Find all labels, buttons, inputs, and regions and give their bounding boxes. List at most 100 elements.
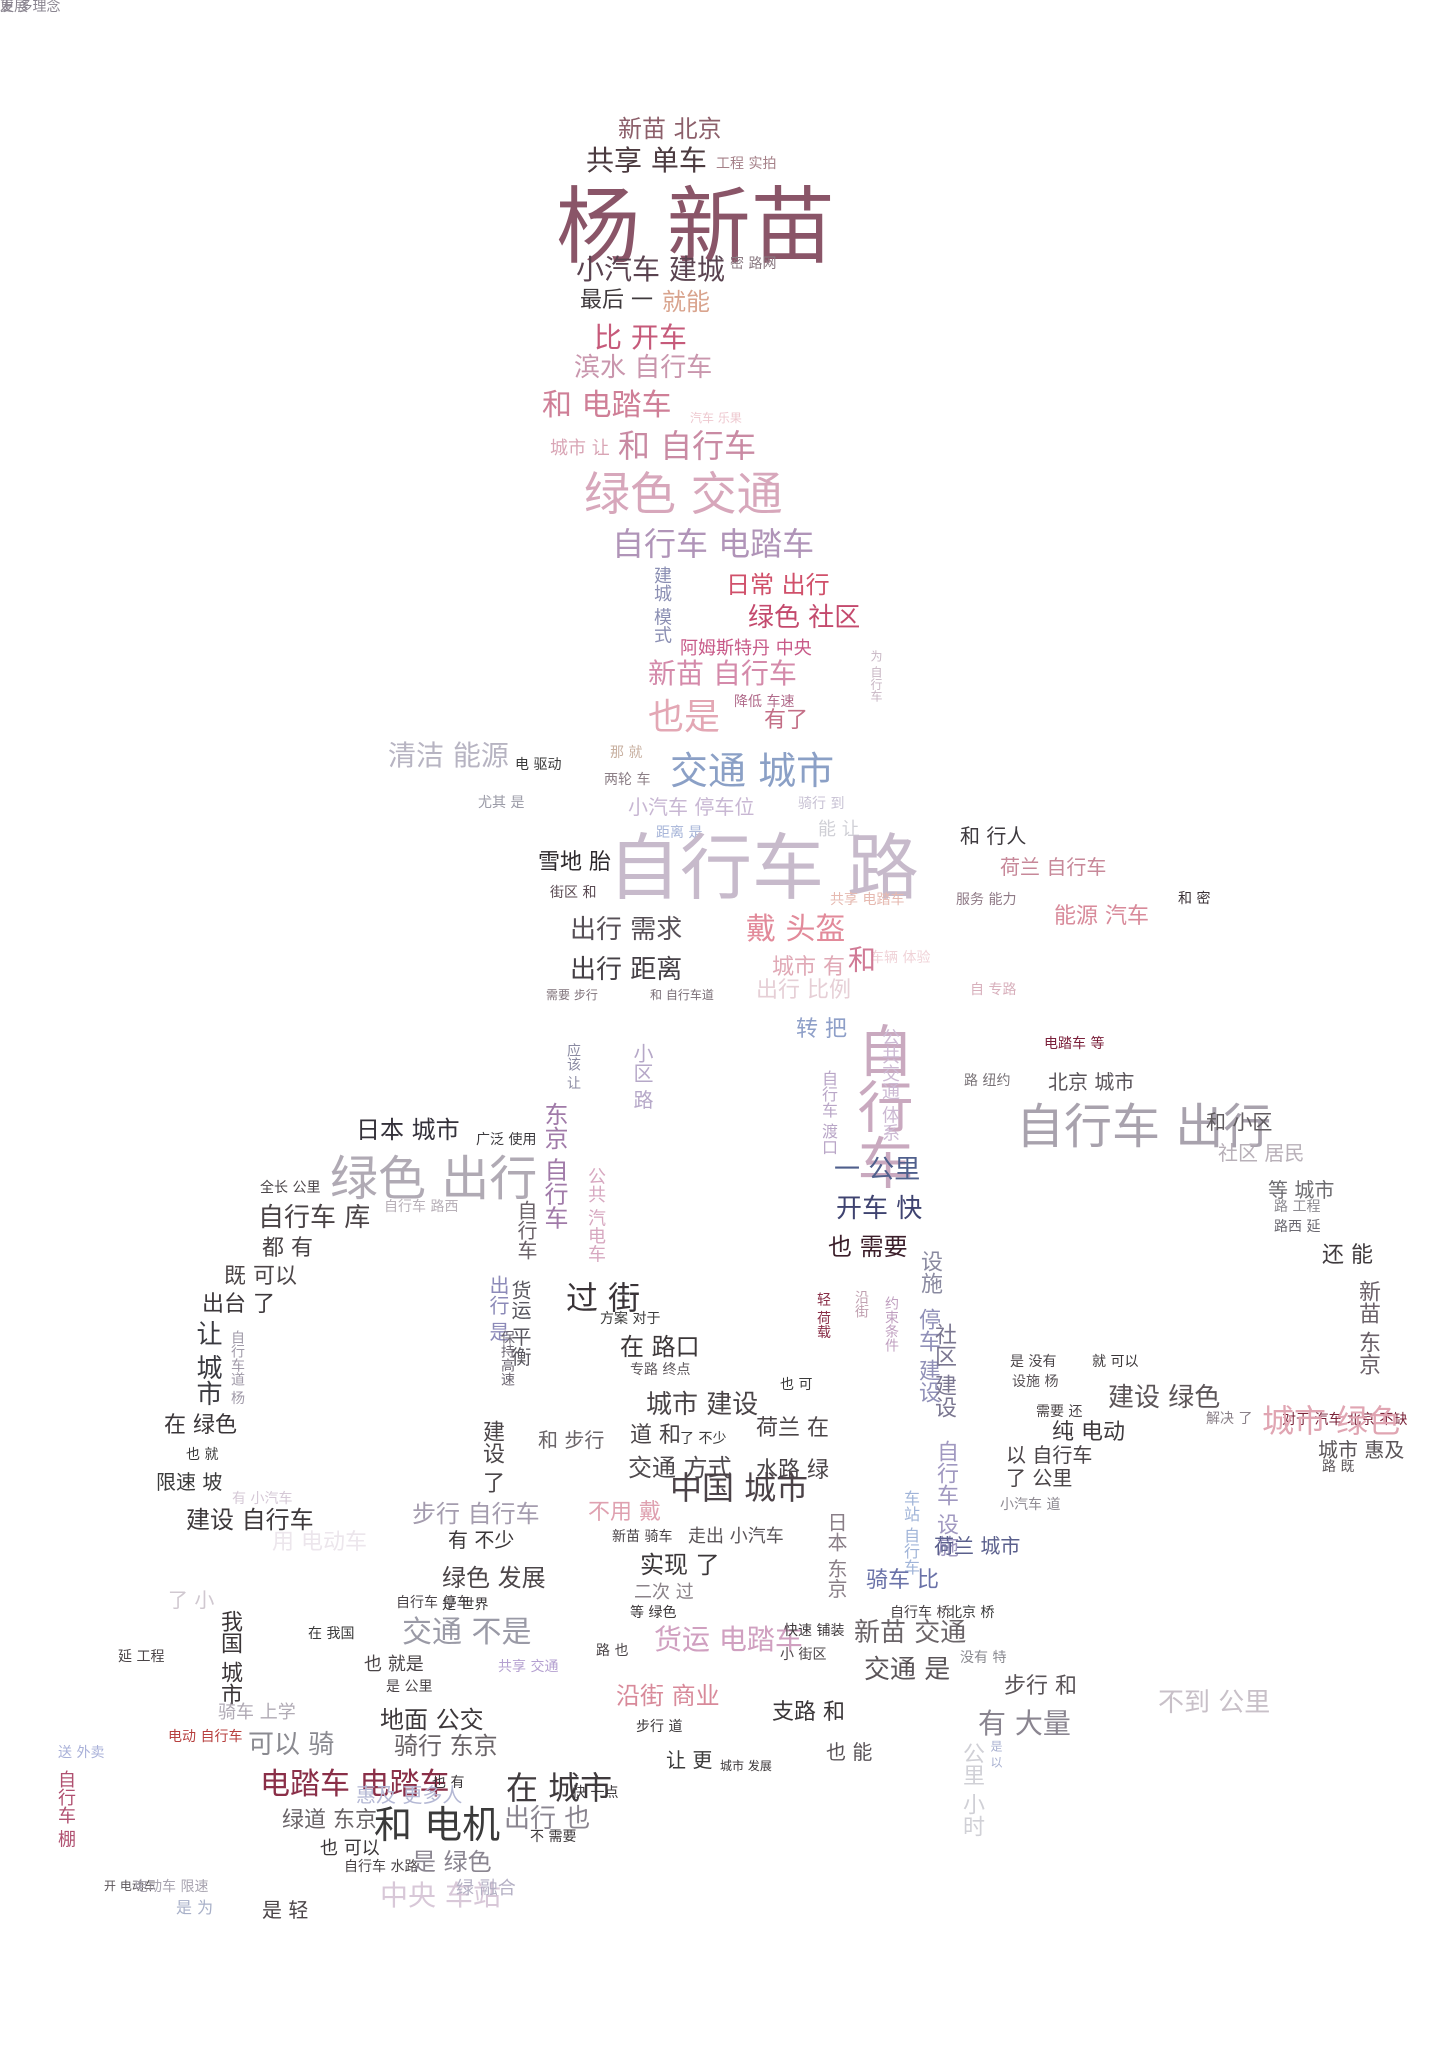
cloud-word: 快速 铺装 <box>784 1623 845 1639</box>
cloud-word: 绿色 发展 <box>442 1564 546 1592</box>
cloud-word: 道 和 <box>630 1423 681 1448</box>
cloud-word: 城市 建设 <box>646 1390 759 1420</box>
cloud-word: 荷兰 自行车 <box>1000 855 1107 879</box>
cloud-word: 有 小汽车 <box>232 1491 293 1507</box>
cloud-word: 专路 终点 <box>630 1362 691 1378</box>
cloud-word: 社区 建设 <box>931 1323 956 1418</box>
cloud-word: 能 让 <box>818 819 860 840</box>
cloud-word: 也 就是 <box>364 1654 424 1675</box>
cloud-word: 让 城市 <box>192 1320 222 1407</box>
cloud-word: 雪地 胎 <box>538 850 611 875</box>
cloud-word: 为 自行车 <box>869 650 883 702</box>
cloud-word: 延 工程 <box>118 1649 165 1665</box>
cloud-word: 绿色 交通 <box>584 467 783 521</box>
cloud-word: 电踏车 等 <box>1044 1036 1105 1052</box>
cloud-word: 转 把 <box>796 1017 847 1042</box>
cloud-word: 需要 还 <box>1036 1404 1083 1420</box>
cloud-word: 电动 自行车 <box>168 1729 243 1745</box>
cloud-word: 快 一点 <box>572 1785 619 1801</box>
cloud-word: 车辆 体验 <box>870 950 931 966</box>
cloud-word: 路西 延 <box>1274 1219 1321 1235</box>
cloud-word: 东京 自行车 <box>540 1102 568 1230</box>
cloud-word: 中央 车站 <box>380 1879 501 1912</box>
cloud-word: 城市 惠及 <box>1318 1438 1405 1462</box>
cloud-word: 水路 绿 <box>756 1458 829 1483</box>
cloud-word: 支路 和 <box>772 1700 845 1725</box>
cloud-word: 轻 荷载 <box>815 1292 831 1339</box>
cloud-word: 交通 是 <box>864 1655 951 1685</box>
cloud-word: 自行车 路 <box>608 826 919 910</box>
cloud-word: 降低 车速 <box>734 694 795 710</box>
cloud-word: 新苗 交通 <box>854 1618 967 1648</box>
cloud-word: 小区 路 <box>630 1043 654 1110</box>
cloud-word: 汽车 乐果 <box>690 411 742 425</box>
cloud-word: 出行 距离 <box>570 955 683 985</box>
cloud-word: 和 自行车道 <box>650 988 714 1002</box>
cloud-word: 自行车 渡口 <box>819 1070 838 1156</box>
cloud-word: 建设 自行车 <box>186 1506 314 1534</box>
cloud-word: 荷兰 城市 <box>934 1534 1021 1558</box>
cloud-word: 建设 了 <box>479 1420 504 1493</box>
cloud-word: 比 开车 <box>594 321 687 354</box>
cloud-word: 清洁 能源 <box>388 739 509 772</box>
cloud-word: 交通 不是 <box>402 1615 532 1650</box>
cloud-word: 自行车 <box>848 1022 913 1190</box>
cloud-word: 自 专路 <box>970 982 1017 998</box>
cloud-word: 步行 自行车 <box>412 1500 540 1528</box>
cloud-word: 共享 电踏车 <box>830 892 905 908</box>
cloud-word: 自行车 路西 <box>384 1199 459 1215</box>
cloud-word: 也 可 <box>780 1377 813 1393</box>
cloud-word: 戴 头盔 <box>746 912 846 947</box>
cloud-word: 是 绿色 <box>412 1848 492 1876</box>
cloud-word: 货运 平衡 <box>508 1280 532 1367</box>
cloud-word: 和 步行 <box>538 1428 605 1452</box>
cloud-word: 需要 步行 <box>546 988 598 1002</box>
cloud-word: 尤其 是 <box>478 795 525 811</box>
cloud-word: 骑行 到 <box>798 796 845 812</box>
cloud-word: 交通 城市 <box>670 749 835 793</box>
cloud-word: 路 既 <box>1322 1459 1355 1475</box>
cloud-word: 在 路口 <box>620 1333 700 1361</box>
cloud-word: 纯 电动 <box>1052 1420 1125 1445</box>
cloud-word: 自行车 桥 <box>890 1605 951 1621</box>
cloud-word: 社区 居民 <box>1218 1141 1305 1165</box>
cloud-word: 全长 公里 <box>260 1180 321 1196</box>
cloud-word: 也是 <box>648 697 721 738</box>
cloud-word: 北京 城市 <box>1048 1070 1135 1094</box>
cloud-word: 自行车 出行 <box>1016 1099 1272 1155</box>
cloud-word: 公里 小时 <box>959 1742 984 1837</box>
cloud-word: 限速 坡 <box>156 1470 223 1494</box>
cloud-word: 滨水 自行车 <box>574 353 713 383</box>
cloud-word: 和 电机 <box>374 1803 501 1847</box>
cloud-word: 自行车道 杨 <box>229 1330 245 1405</box>
cloud-word: 和 <box>844 945 877 973</box>
cloud-word: 不到 公里 <box>1158 1688 1271 1718</box>
cloud-word: 货运 电踏车 <box>654 1623 803 1656</box>
cloud-word: 新苗 东京 <box>1355 1280 1380 1375</box>
cloud-word: 小汽车 停车位 <box>628 795 755 819</box>
cloud-word: 过 街 <box>566 1279 641 1317</box>
cloud-word: 城市 有 <box>772 955 845 980</box>
cloud-word: 广泛 使用 <box>476 1132 537 1148</box>
cloud-word: 小 街区 <box>780 1647 827 1663</box>
cloud-word: 和 电踏车 <box>542 388 672 423</box>
cloud-word: 可以 骑 <box>248 1730 335 1760</box>
cloud-word: 绿 融合 <box>456 1878 516 1899</box>
cloud-word: 对于 汽车 北京 不缺 <box>1282 1412 1408 1428</box>
cloud-word: 沿街 <box>853 1290 869 1318</box>
cloud-word: 一 公里 <box>834 1155 921 1185</box>
cloud-word: 公共交通 体系 <box>879 1028 900 1142</box>
cloud-word: 也 需要 <box>828 1233 908 1261</box>
cloud-word: 开车 快 <box>836 1194 923 1224</box>
cloud-word: 不 需要 <box>530 1829 577 1845</box>
cloud-word: 步行 道 <box>636 1719 683 1735</box>
cloud-word: 有 不少 <box>448 1528 515 1552</box>
cloud-word: 用 电动车 <box>272 1530 367 1555</box>
cloud-word: 公共 汽电车 <box>585 1167 606 1263</box>
cloud-word: 新苗 自行车 <box>648 657 797 690</box>
cloud-word: 就 可以 <box>1092 1354 1139 1370</box>
cloud-word: 城市 发展 <box>720 1759 772 1773</box>
cloud-word: 新苗 骑车 <box>612 1529 673 1545</box>
cloud-word: 实现 了 <box>640 1551 720 1579</box>
